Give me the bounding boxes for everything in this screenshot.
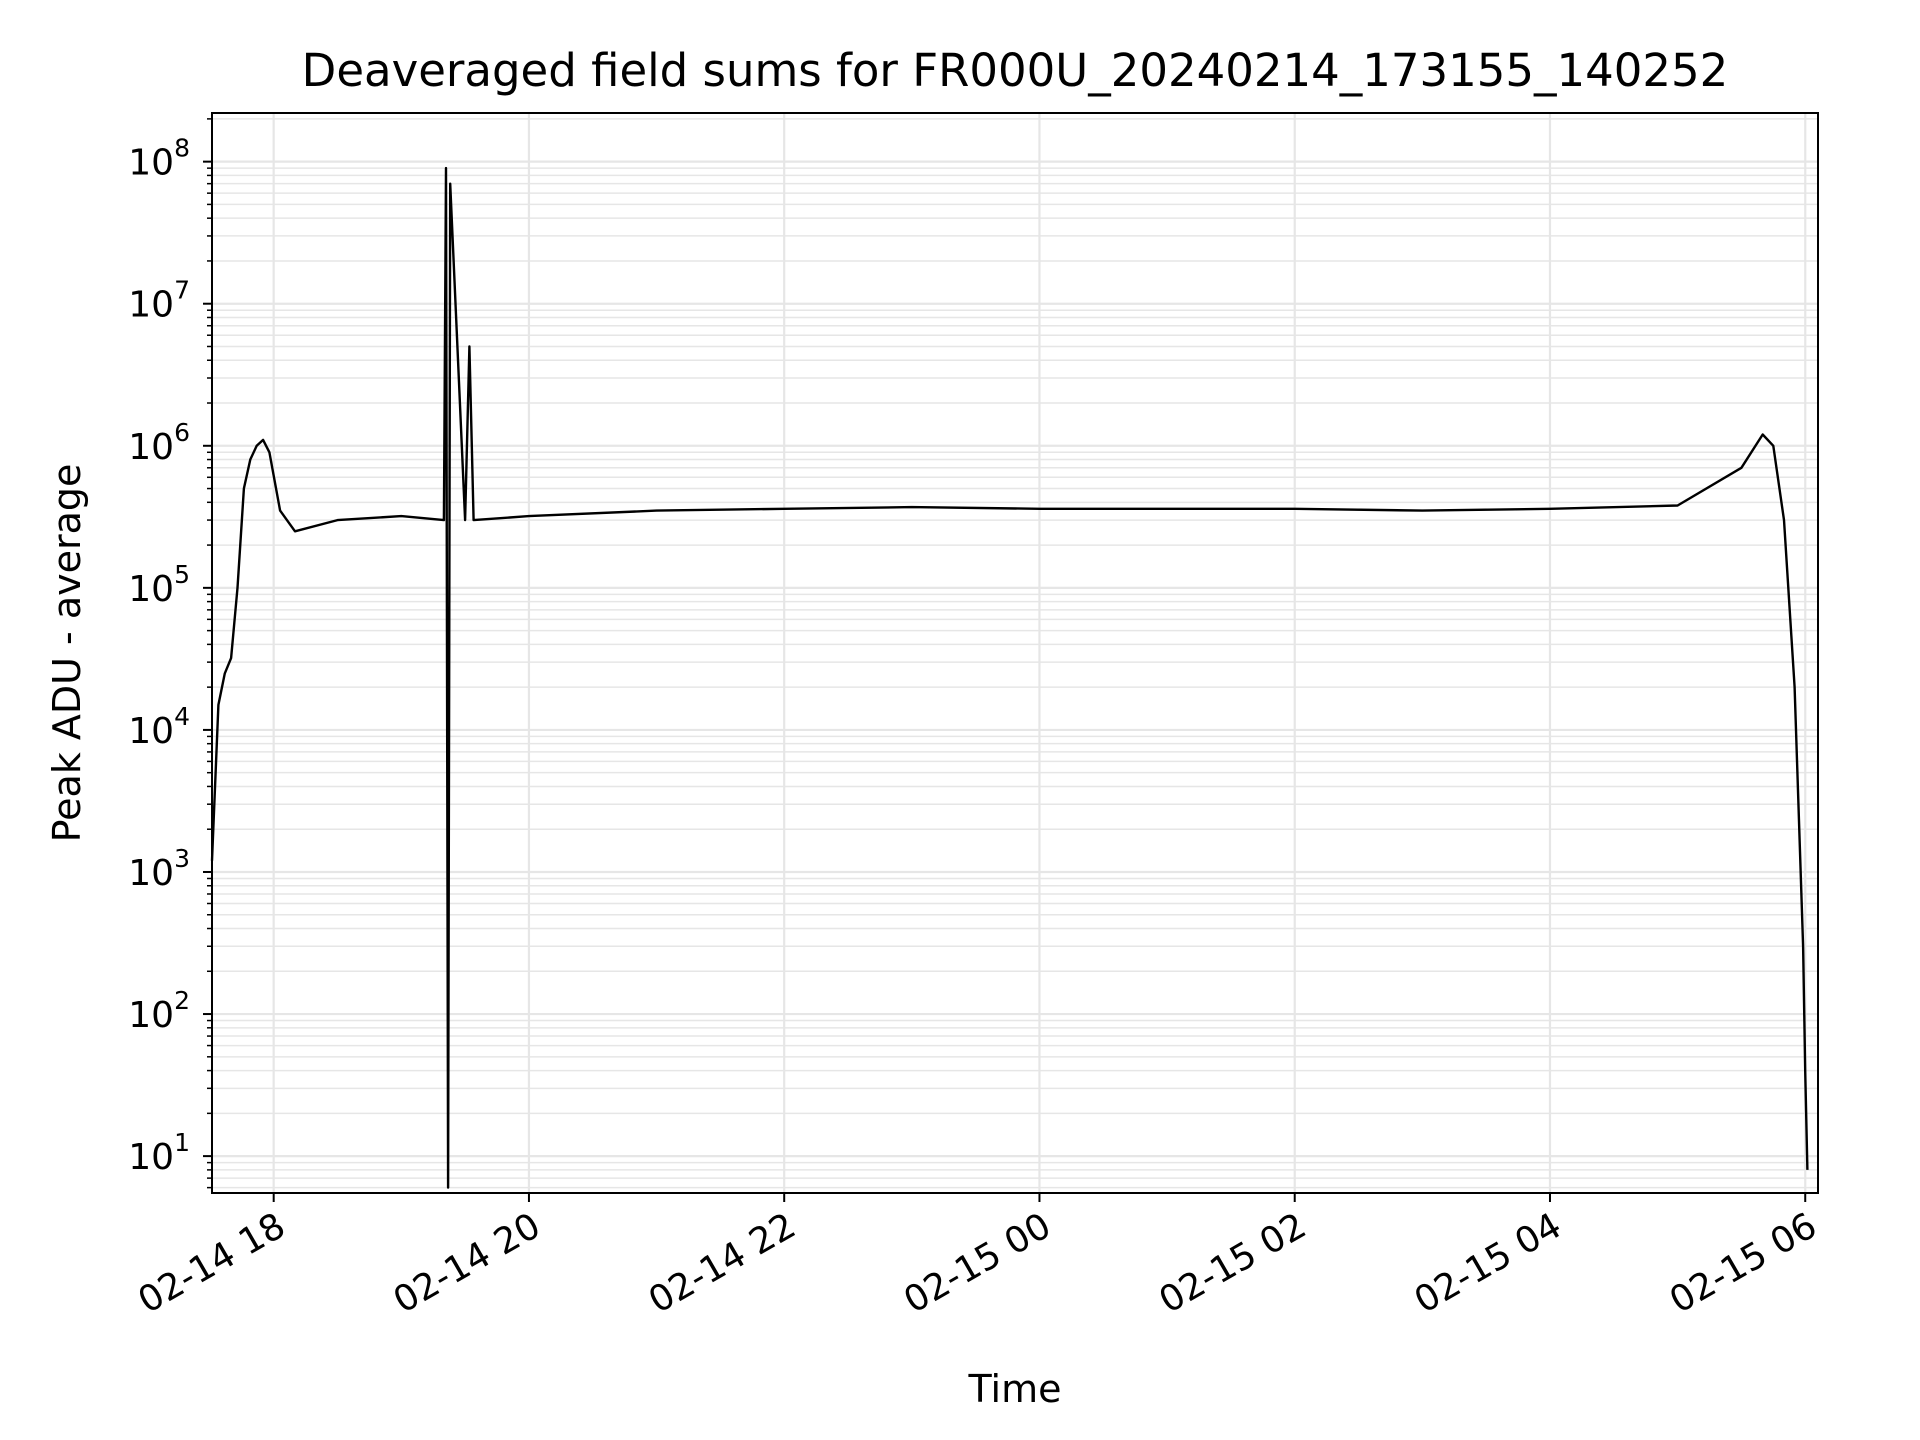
series-line-layer	[210, 166, 1809, 1189]
series-line	[210, 166, 1809, 1189]
y-tick-label: 102	[128, 986, 190, 1036]
plot-frame	[211, 112, 1819, 1194]
y-tick-label: 106	[128, 418, 190, 468]
y-axis-label: Peak ADU - average	[45, 464, 89, 843]
y-tick-label: 101	[128, 1128, 190, 1178]
x-axis-label: Time	[968, 1367, 1062, 1411]
y-tick-label: 105	[128, 560, 190, 610]
y-tick-label: 104	[128, 702, 190, 752]
chart-title: Deaveraged field sums for FR000U_2024021…	[302, 44, 1729, 97]
y-tick-label: 107	[128, 276, 190, 326]
y-tick-label: 108	[128, 134, 190, 184]
grid	[212, 113, 1818, 1193]
y-tick-label: 103	[128, 844, 190, 894]
